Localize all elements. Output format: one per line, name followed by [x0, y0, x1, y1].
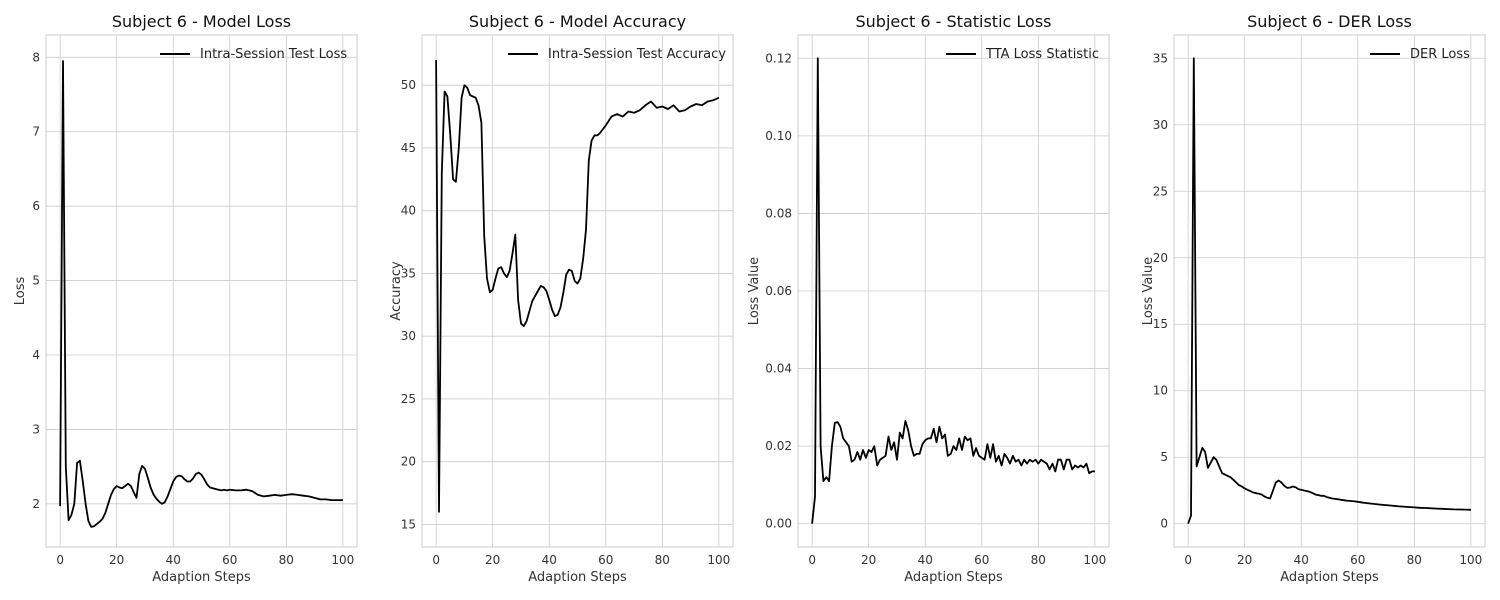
x-tick-label: 40 — [918, 553, 933, 567]
y-tick-label: 15 — [401, 517, 416, 531]
x-tick-label: 20 — [109, 553, 124, 567]
legend: Intra-Session Test Loss — [160, 47, 347, 62]
series-line-1 — [1187, 57, 1471, 525]
y-tick-label: 0.10 — [765, 129, 792, 143]
y-tick-label: 45 — [401, 141, 416, 155]
y-tick-label: 40 — [401, 204, 416, 218]
x-tick-label: 0 — [808, 553, 816, 567]
y-axis-label: Loss Value — [747, 257, 762, 325]
x-tick-label: 60 — [1350, 553, 1365, 567]
y-tick-label: 50 — [401, 78, 416, 92]
plot-frame — [421, 34, 734, 548]
y-tick-label: 5 — [1160, 450, 1168, 464]
x-axis-label: Adaption Steps — [1280, 570, 1379, 585]
y-tick-label: 20 — [401, 455, 416, 469]
x-tick-label: 0 — [1184, 553, 1192, 567]
y-tick-label: 0.00 — [765, 517, 792, 531]
plot-frame — [1173, 34, 1486, 548]
y-tick-label: 0.12 — [765, 51, 792, 65]
chart-title: Subject 6 - Model Accuracy — [469, 12, 686, 31]
x-tick-label: 60 — [598, 553, 613, 567]
y-tick-label: 3 — [32, 422, 40, 436]
y-tick-label: 5 — [32, 274, 40, 288]
legend: Intra-Session Test Accuracy — [508, 47, 726, 62]
x-tick-label: 40 — [166, 553, 181, 567]
y-tick-label: 10 — [1153, 384, 1168, 398]
x-tick-label: 40 — [1294, 553, 1309, 567]
y-tick-label: 30 — [401, 329, 416, 343]
y-tick-label: 25 — [1153, 184, 1168, 198]
y-tick-label: 8 — [32, 50, 40, 64]
x-tick-label: 80 — [1031, 553, 1046, 567]
x-tick-label: 100 — [1459, 553, 1482, 567]
x-tick-label: 100 — [331, 553, 354, 567]
y-tick-label: 20 — [1153, 251, 1168, 265]
y-tick-label: 2 — [32, 497, 40, 511]
chart-panel-4: 0 20 40 60 80 100 0 5 10 15 20 25 30 35 Subject 6 - DE… — [1141, 12, 1486, 585]
y-tick-label: 7 — [32, 125, 40, 139]
x-tick-label: 60 — [222, 553, 237, 567]
plot-frame — [797, 34, 1110, 548]
series-line-1 — [59, 60, 343, 528]
x-tick-label: 80 — [655, 553, 670, 567]
x-axis-label: Adaption Steps — [528, 570, 627, 585]
x-tick-label: 100 — [707, 553, 730, 567]
chart-title: Subject 6 - Model Loss — [112, 12, 291, 31]
y-tick-label: 30 — [1153, 118, 1168, 132]
chart-title: Subject 6 - Statistic Loss — [855, 12, 1051, 31]
x-tick-label: 60 — [974, 553, 989, 567]
legend-label: Intra-Session Test Accuracy — [548, 47, 726, 62]
legend-label: Intra-Session Test Loss — [200, 47, 347, 62]
y-tick-label: 35 — [1153, 51, 1168, 65]
x-tick-label: 20 — [485, 553, 500, 567]
y-tick-label: 0.08 — [765, 206, 792, 220]
y-tick-label: 0.02 — [765, 439, 792, 453]
plot-frame — [45, 34, 358, 548]
legend: DER Loss — [1370, 47, 1470, 62]
y-tick-label: 0.04 — [765, 362, 792, 376]
x-tick-label: 80 — [1407, 553, 1422, 567]
y-axis-label: Accuracy — [389, 261, 404, 321]
y-tick-label: 0.06 — [765, 284, 792, 298]
legend-label: DER Loss — [1410, 47, 1470, 62]
x-tick-label: 0 — [56, 553, 64, 567]
legend: TTA Loss Statistic — [946, 47, 1099, 62]
y-tick-label: 0 — [1160, 517, 1168, 531]
x-tick-label: 40 — [542, 553, 557, 567]
series-line-1 — [811, 57, 1095, 524]
y-tick-label: 25 — [401, 392, 416, 406]
chart-title: Subject 6 - DER Loss — [1247, 12, 1412, 31]
x-axis-label: Adaption Steps — [152, 570, 251, 585]
x-axis-label: Adaption Steps — [904, 570, 1003, 585]
y-tick-label: 35 — [401, 266, 416, 280]
y-axis-label: Loss — [13, 277, 28, 306]
legend-label: TTA Loss Statistic — [985, 47, 1099, 62]
y-tick-label: 4 — [32, 348, 40, 362]
chart-panel-1: 0 20 40 60 80 100 2 3 4 5 6 7 8 Subject 6 - Model Los… — [13, 12, 358, 585]
x-tick-label: 0 — [432, 553, 440, 567]
chart-panel-3: 0 20 40 60 80 100 0.00 0.02 0.04 0.06 0.08 0.10 0.12… — [747, 12, 1110, 585]
y-tick-label: 15 — [1153, 317, 1168, 331]
chart-panel-2: 0 20 40 60 80 100 15 20 25 30 35 40 45 50 Subject 6 - … — [389, 12, 734, 585]
series-line-1 — [435, 60, 720, 513]
x-tick-label: 80 — [279, 553, 294, 567]
y-tick-label: 6 — [32, 199, 40, 213]
x-tick-label: 100 — [1083, 553, 1106, 567]
x-tick-label: 20 — [1237, 553, 1252, 567]
x-tick-label: 20 — [861, 553, 876, 567]
y-axis-label: Loss Value — [1141, 257, 1156, 325]
